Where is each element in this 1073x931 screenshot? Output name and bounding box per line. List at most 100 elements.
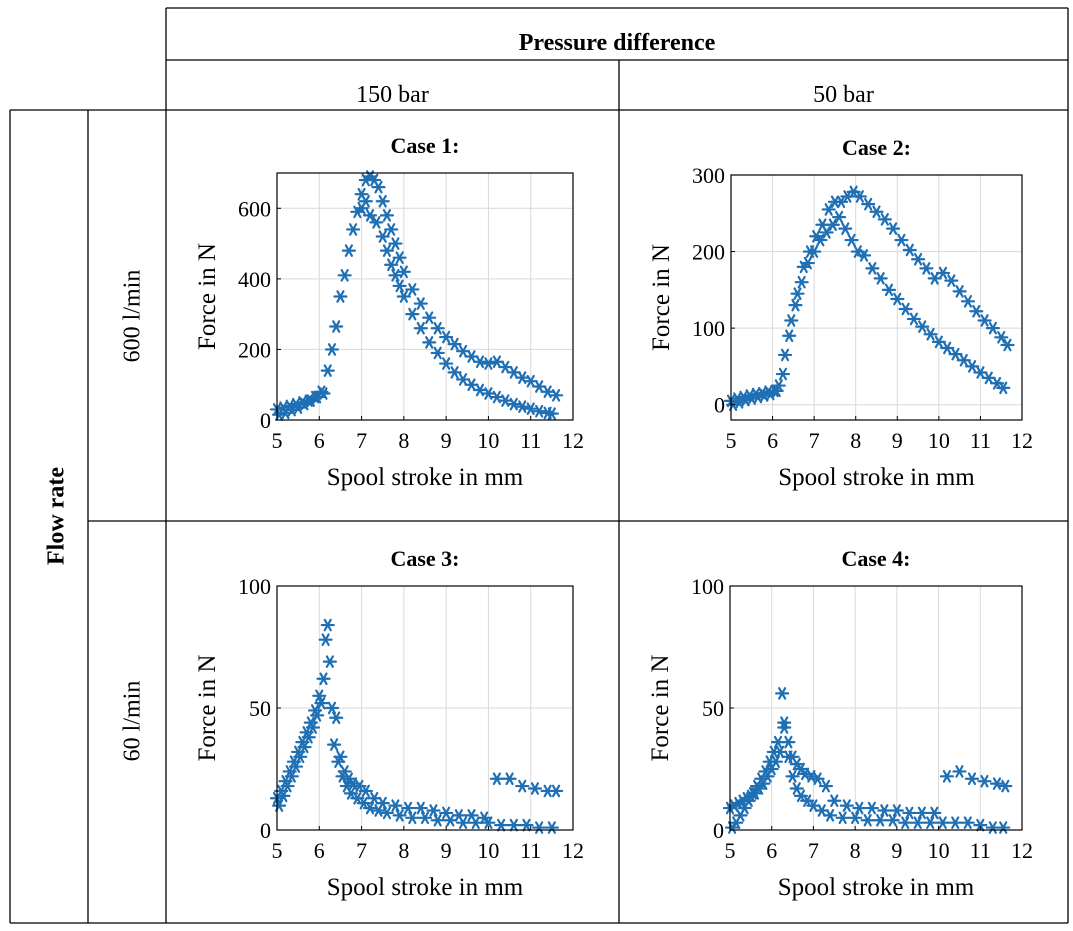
y-axis-label: Force in N [647, 655, 674, 762]
data-point [964, 772, 980, 786]
data-point [910, 816, 925, 829]
data-point [310, 709, 325, 722]
data-point [998, 779, 1013, 793]
data-point [405, 283, 420, 296]
x-axis-label: Spool stroke in mm [327, 874, 524, 901]
data-point [894, 233, 909, 247]
data-point [754, 772, 769, 786]
series-2 [725, 210, 1011, 411]
data-point [362, 801, 378, 815]
x-tick-label: 9 [891, 838, 902, 863]
y-tick-label: 200 [692, 240, 725, 265]
data-point [515, 400, 530, 413]
data-point [413, 801, 428, 815]
data-point [371, 804, 386, 817]
x-tick-label: 7 [356, 838, 367, 863]
data-point [405, 307, 420, 321]
data-point [927, 806, 942, 820]
data-point [430, 321, 445, 335]
data-point [782, 329, 797, 343]
data-point [931, 335, 946, 349]
data-point [927, 272, 942, 285]
data-point [881, 283, 897, 297]
data-point [935, 266, 951, 280]
data-point [952, 285, 967, 298]
series-1 [722, 687, 1013, 820]
x-tick-label: 9 [441, 838, 452, 863]
data-point [506, 818, 521, 832]
data-point [877, 213, 892, 226]
x-axis-label: Spool stroke in mm [778, 874, 975, 901]
data-point [358, 194, 373, 208]
data-point [320, 364, 335, 377]
data-point [793, 762, 809, 776]
x-tick-label: 5 [272, 838, 283, 863]
y-tick-label: 50 [702, 696, 724, 721]
data-point [548, 784, 564, 798]
data-point [806, 799, 821, 812]
data-point [770, 735, 786, 749]
chart-title: Case 2: [842, 135, 911, 160]
data-point [498, 360, 513, 374]
data-point [544, 407, 559, 420]
data-point [284, 770, 299, 783]
data-point [305, 721, 321, 734]
data-point [777, 721, 792, 734]
y-tick-label: 400 [238, 267, 271, 292]
data-point [733, 809, 748, 822]
data-point [960, 816, 975, 829]
data-point [831, 210, 847, 224]
data-point [468, 816, 483, 829]
data-point [375, 796, 390, 810]
data-point [827, 794, 842, 808]
data-point [316, 387, 331, 400]
data-point [430, 813, 445, 827]
chart-title: Case 1: [390, 133, 459, 158]
x-tick-label: 12 [562, 428, 584, 453]
x-tick-label: 6 [314, 838, 325, 863]
data-point [973, 366, 988, 379]
x-tick-label: 6 [766, 838, 777, 863]
data-point [738, 393, 753, 407]
data-point [335, 770, 350, 783]
data-point [316, 672, 331, 686]
data-point [329, 711, 344, 725]
plot-area [276, 172, 574, 421]
data-point [902, 806, 917, 820]
data-point [548, 389, 564, 402]
data-point [341, 244, 356, 257]
data-point [898, 302, 913, 316]
data-point [337, 269, 352, 282]
data-point [527, 782, 543, 795]
chart-case-2: 5 6 7 8 9 10 11 12 0 100 200 300 Case 2: Spool stroke… [648, 135, 1033, 491]
data-point [956, 353, 971, 367]
data-point [977, 314, 992, 327]
x-tick-label: 7 [809, 428, 820, 453]
x-tick-label: 7 [808, 838, 819, 863]
data-point [477, 811, 492, 825]
data-point [515, 779, 530, 793]
data-point [417, 811, 433, 825]
y-tick-label: 100 [238, 574, 271, 599]
data-point [388, 799, 403, 812]
data-point [280, 779, 295, 793]
x-tick-label: 12 [1011, 838, 1033, 863]
chart-case-4: 5 6 7 8 9 10 11 12 0 50 100 Case 4: Spool stroke in … [647, 546, 1033, 901]
column-header-50-bar: 50 bar [813, 82, 874, 108]
x-tick-label: 9 [892, 428, 903, 453]
data-point [807, 245, 822, 258]
data-point [422, 311, 437, 324]
data-point [388, 237, 403, 250]
data-point [375, 194, 390, 208]
data-point [392, 809, 407, 822]
x-tick-label: 10 [928, 838, 950, 863]
data-point [502, 772, 517, 786]
x-tick-label: 5 [725, 838, 736, 863]
series-2 [724, 721, 1011, 834]
data-point [324, 343, 340, 356]
data-point [439, 330, 454, 344]
data-point [422, 336, 437, 349]
data-point [873, 272, 888, 285]
data-point [455, 373, 471, 386]
